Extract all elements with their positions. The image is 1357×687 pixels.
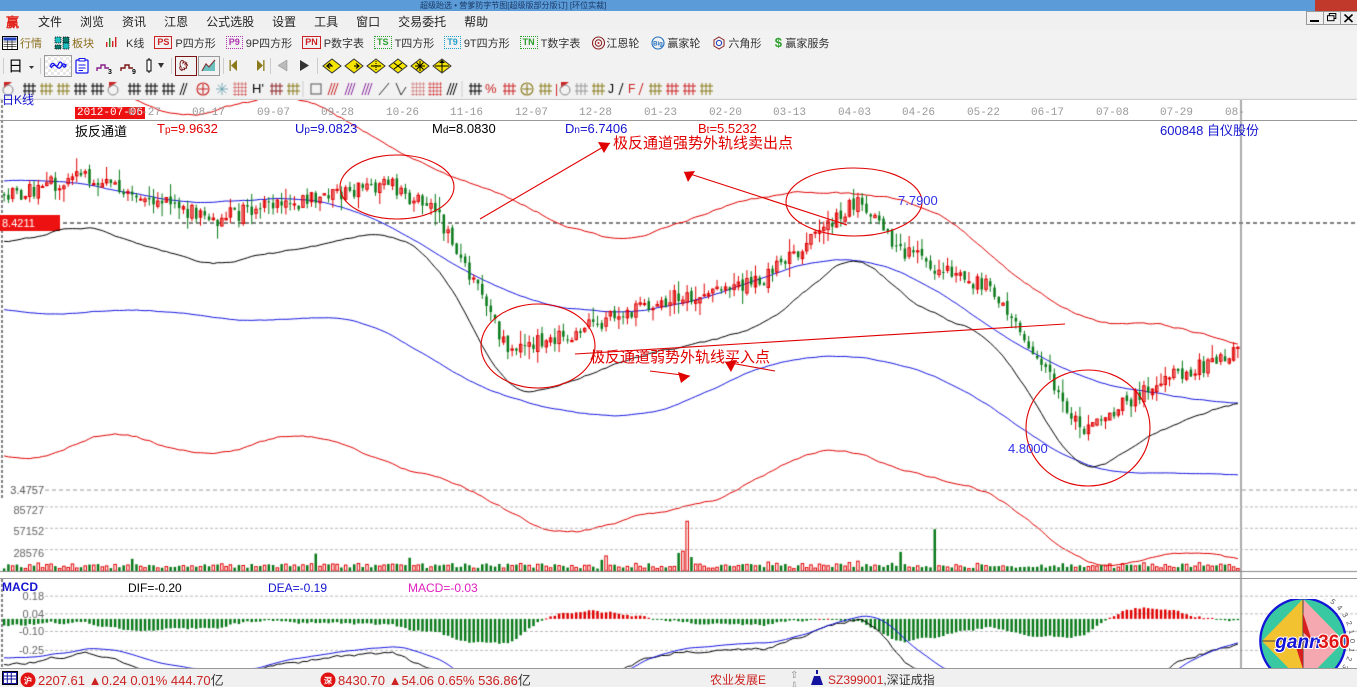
svg-text:日: 日	[8, 58, 23, 75]
svg-text:深: 深	[324, 675, 332, 685]
svg-text:沪: 沪	[24, 675, 32, 685]
svg-text:3: 3	[108, 69, 112, 75]
svg-text:6: 6	[1321, 599, 1329, 602]
svg-text:4: 4	[1335, 603, 1344, 612]
svg-text:gann: gann	[1274, 632, 1320, 653]
svg-text:3: 3	[1340, 611, 1350, 619]
svg-text:2: 2	[1344, 655, 1354, 662]
svg-text:2: 2	[1344, 620, 1354, 627]
svg-text:9: 9	[132, 69, 136, 75]
svg-text:5: 5	[1329, 599, 1338, 606]
svg-text:Big: Big	[654, 41, 664, 47]
svg-text:360: 360	[1318, 632, 1350, 653]
